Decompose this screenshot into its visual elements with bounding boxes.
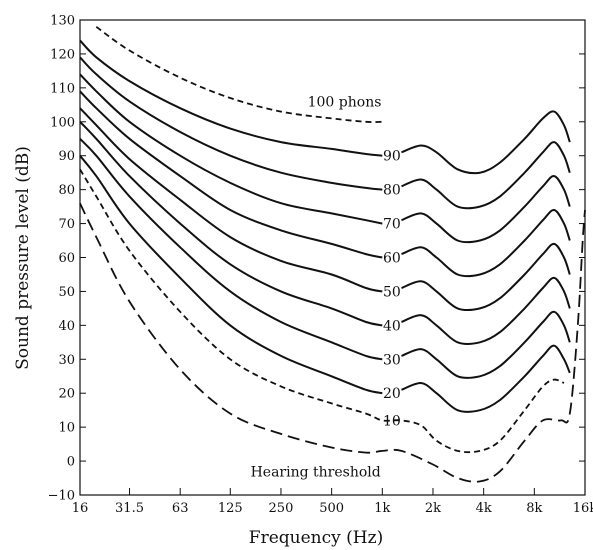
- plot-frame: [79, 19, 586, 496]
- y-tick-label: 100: [50, 115, 75, 130]
- y-tick-label: 130: [50, 14, 75, 29]
- y-tick-label: 10: [58, 421, 75, 436]
- curve-label-70: 70: [383, 217, 401, 233]
- curve-label-30: 30: [383, 352, 401, 368]
- x-tick-label: 4k: [476, 501, 492, 516]
- x-tick-label: 125: [218, 501, 243, 516]
- curve-20-low: [79, 155, 383, 395]
- y-tick-label: 110: [50, 81, 75, 96]
- x-axis-title: Frequency (Hz): [249, 528, 383, 548]
- x-tick-label: 250: [269, 501, 294, 516]
- curve-90-high: [401, 110, 571, 175]
- y-tick-label: 70: [58, 217, 75, 232]
- curve-label-10: 10: [383, 413, 401, 429]
- curve-label-20: 20: [383, 386, 401, 402]
- y-tick-label: 50: [58, 285, 75, 300]
- x-tick-label: 16: [72, 501, 89, 516]
- curve-10: [79, 168, 565, 454]
- y-tick-label: 40: [58, 319, 75, 334]
- curve-80-high: [401, 141, 571, 210]
- curve-labels-layer: 20 30 40 50 60 70 80 90 10 100 phons Hearing thres…: [251, 94, 401, 480]
- curve-50-high: [401, 242, 571, 312]
- curve-40-high: [401, 276, 571, 345]
- curve-30-high: [401, 310, 571, 379]
- curve-label-50: 50: [383, 284, 401, 300]
- y-tick-label: 90: [58, 149, 75, 164]
- x-axis-ticks: 16 31.5 63 125 250 500 1k 2k 4k 8k 16k: [72, 488, 593, 516]
- curve-90-low: [79, 39, 383, 157]
- x-tick-label: 16k: [573, 501, 593, 516]
- curve-80-low: [79, 56, 383, 191]
- y-tick-label: 120: [50, 47, 75, 62]
- curve-hearing-threshold: [79, 202, 586, 483]
- y-tick-label: 60: [58, 251, 75, 266]
- y-tick-label: −10: [48, 489, 75, 504]
- curve-label-40: 40: [383, 318, 401, 334]
- y-tick-label: 20: [58, 387, 75, 402]
- y-axis-title: Sound pressure level (dB): [13, 146, 33, 370]
- curve-60-high: [401, 208, 571, 278]
- y-tick-label: 80: [58, 183, 75, 198]
- curve-60-low: [79, 90, 383, 259]
- x-tick-label: 1k: [374, 501, 390, 516]
- curve-label-80: 80: [383, 183, 401, 199]
- x-tick-label: 31.5: [115, 501, 144, 516]
- y-tick-label: 0: [67, 455, 75, 470]
- y-tick-label: 30: [58, 353, 75, 368]
- x-tick-label: 8k: [526, 501, 542, 516]
- curve-70-low: [79, 73, 383, 225]
- curve-label-90: 90: [383, 149, 401, 165]
- curve-70-high: [401, 175, 571, 244]
- curve-30-low: [79, 138, 383, 361]
- curve-20-high: [401, 344, 571, 413]
- y-axis-ticks: −10 0 10 20 30 40 50 60 70 80 90 100 110 120 130: [48, 14, 585, 504]
- hearing-threshold-label: Hearing threshold: [251, 464, 381, 480]
- curve-label-60: 60: [383, 251, 401, 267]
- curve-40-low: [79, 121, 383, 327]
- x-tick-label: 500: [319, 501, 344, 516]
- curves-layer: [79, 26, 586, 483]
- x-tick-label: 2k: [425, 501, 441, 516]
- curve-label-100-phons: 100 phons: [308, 94, 382, 110]
- curve-100-phons: [95, 26, 383, 123]
- curve-50-low: [79, 107, 383, 293]
- x-tick-label: 63: [172, 501, 189, 516]
